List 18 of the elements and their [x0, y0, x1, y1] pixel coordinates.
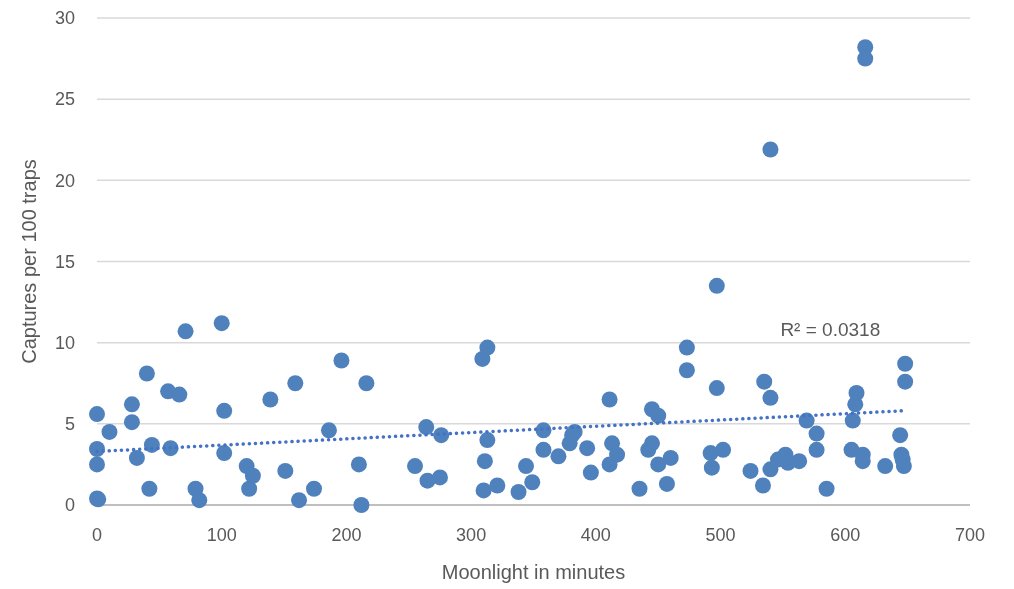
x-tick-label: 200: [331, 525, 362, 545]
x-tick-label: 300: [456, 525, 487, 545]
y-tick-label: 10: [54, 332, 75, 353]
y-tick-label: 30: [54, 8, 75, 29]
y-tick-label: 15: [54, 251, 75, 272]
y-axis-title: Captures per 100 traps: [18, 159, 40, 364]
x-axis-title: Moonlight in minutes: [441, 561, 626, 583]
x-tick-label: 700: [954, 525, 986, 545]
annotation: R² = 0.0318: [780, 319, 881, 341]
x-tick-label: 400: [580, 525, 611, 545]
x-tick-label: 500: [705, 525, 736, 545]
x-tick-label: 100: [206, 525, 237, 545]
x-tick-label: 0: [91, 525, 103, 545]
x-tick-label: 600: [830, 525, 861, 545]
y-tick-label: 25: [54, 89, 75, 110]
y-tick-label: 20: [54, 170, 75, 191]
y-tick-label: 5: [64, 414, 75, 435]
y-tick-label: 0: [64, 495, 75, 516]
